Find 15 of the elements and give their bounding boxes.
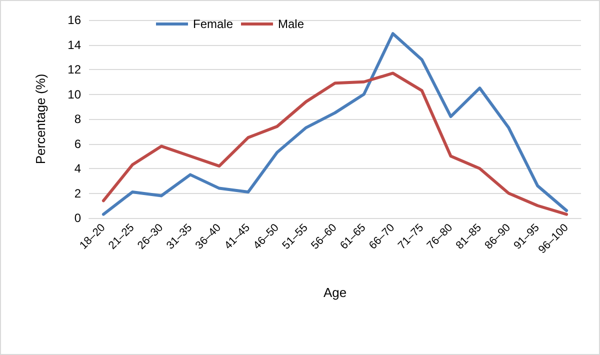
y-tick-label: 8: [74, 112, 82, 126]
line-series: [102, 72, 568, 216]
legend-label: Female: [193, 17, 234, 31]
y-tick-label: 4: [74, 162, 82, 176]
line-series: [102, 32, 568, 216]
y-tick-label: 14: [68, 38, 82, 52]
y-tick-label: 10: [68, 87, 82, 102]
x-axis-title: Age: [323, 285, 347, 300]
y-tick-label: 12: [68, 62, 82, 76]
y-tick-label: 0: [74, 211, 82, 225]
legend-label: Male: [278, 17, 304, 31]
y-tick-label: 16: [68, 13, 82, 27]
y-tick-label: 2: [74, 186, 82, 200]
y-axis-title: Percentage (%): [33, 74, 48, 164]
y-tick-label: 6: [74, 136, 82, 151]
